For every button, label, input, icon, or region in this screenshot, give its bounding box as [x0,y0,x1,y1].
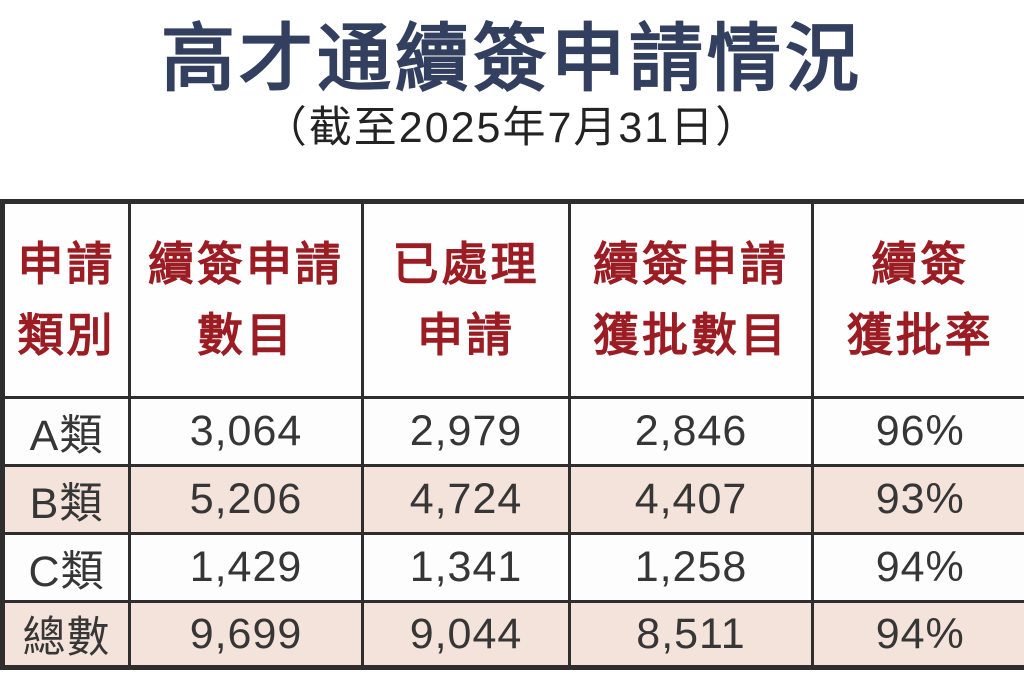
cell-processed: 9,044 [361,600,571,669]
cell-approved: 8,511 [568,600,814,669]
col-header-category: 申請 類別 [1,200,131,399]
page-title: 高才通續簽申請情況 [161,17,863,100]
cell-rate: 94% [811,600,1024,669]
table-row-category-a: A類 3,064 2,979 2,846 96% [1,396,1024,467]
col-header-processed: 已處理 申請 [361,200,571,399]
cell-applications: 5,206 [128,464,364,535]
cell-rate: 96% [811,396,1024,467]
cell-processed: 1,341 [361,532,571,603]
col-header-applications: 續簽申請 數目 [128,200,364,399]
renewal-statistics-table: 申請 類別 續簽申請 數目 已處理 申請 續簽申請 獲批數目 續簽 獲批率 [0,199,1024,670]
col-header-approved: 續簽申請 獲批數目 [568,200,814,399]
cell-processed: 2,979 [361,396,571,467]
col-header-approval-rate: 續簽 獲批率 [811,200,1024,399]
cell-approved: 4,407 [568,464,814,535]
row-label: B類 [1,464,131,535]
page-subtitle: （截至2025年7月31日） [263,104,761,153]
infographic-page: 高才通續簽申請情況 （截至2025年7月31日） 申請 類別 續簽申請 數目 已… [0,16,1024,673]
table-row-category-c: C類 1,429 1,341 1,258 94% [1,532,1024,603]
cell-processed: 4,724 [361,464,571,535]
cell-approved: 1,258 [568,532,814,603]
cell-rate: 94% [811,532,1024,603]
cell-applications: 9,699 [128,600,364,669]
table-row-total: 總數 9,699 9,044 8,511 94% [1,600,1024,669]
cell-applications: 1,429 [128,532,364,603]
cell-applications: 3,064 [128,396,364,467]
row-label: C類 [1,532,131,603]
table-row-category-b: B類 5,206 4,724 4,407 93% [1,464,1024,535]
cell-approved: 2,846 [568,396,814,467]
table-header-row: 申請 類別 續簽申請 數目 已處理 申請 續簽申請 獲批數目 續簽 獲批率 [1,200,1024,399]
row-label: 總數 [1,600,131,669]
cell-rate: 93% [811,464,1024,535]
row-label: A類 [1,396,131,467]
